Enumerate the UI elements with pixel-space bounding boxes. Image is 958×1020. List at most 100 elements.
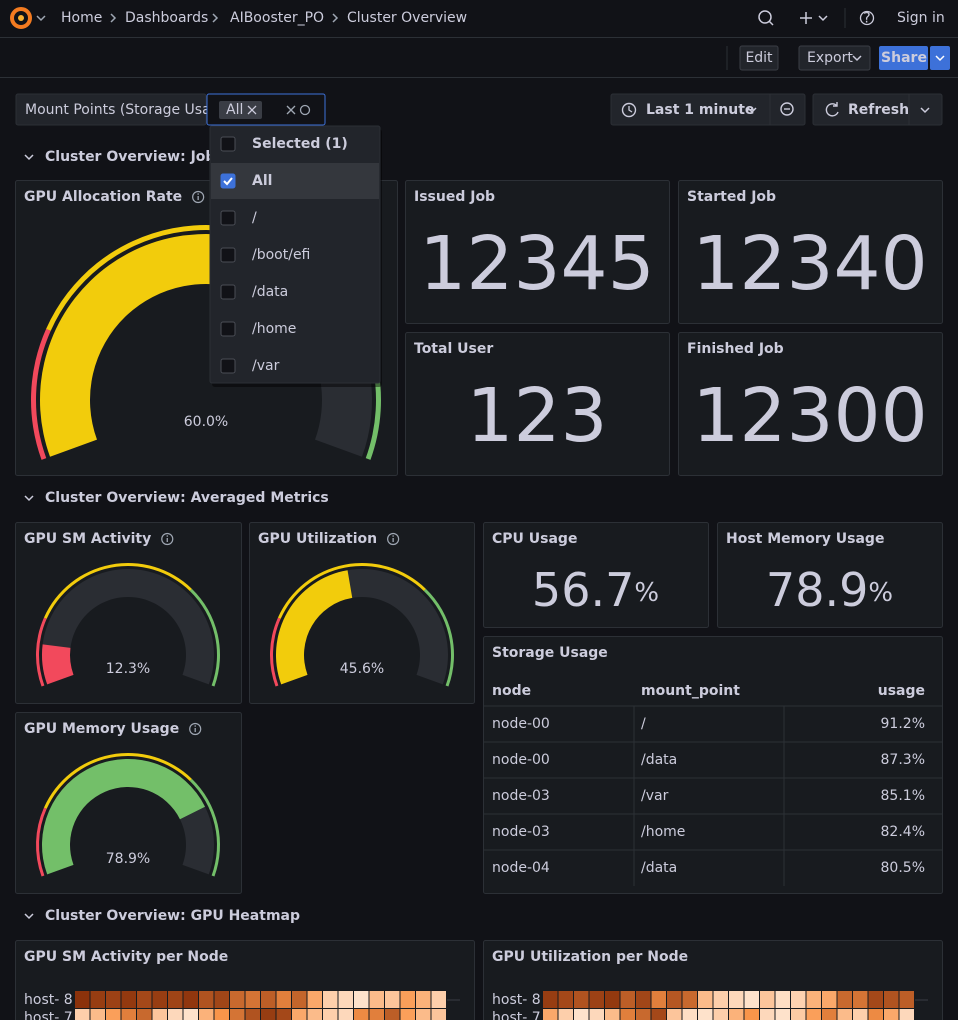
heatmap-cell xyxy=(791,991,806,1008)
option-label[interactable]: /data xyxy=(252,284,288,300)
heatmap-cell xyxy=(261,991,276,1008)
heatmap-cell xyxy=(261,1009,276,1020)
grafana-logo-core xyxy=(18,15,24,21)
option-checkbox[interactable] xyxy=(220,136,236,152)
panel-title: GPU Allocation Rate xyxy=(24,189,182,205)
info-icon-dot xyxy=(166,535,169,537)
heatmap-cell xyxy=(837,1009,852,1020)
heatmap-cell xyxy=(245,1009,260,1020)
row-title[interactable]: Cluster Overview: GPU Heatmap xyxy=(45,908,300,924)
option-checkbox[interactable] xyxy=(220,210,236,226)
option-label[interactable]: /boot/efi xyxy=(252,247,310,263)
row-title[interactable]: Cluster Overview: Job xyxy=(45,149,215,165)
heatmap-cell xyxy=(106,991,121,1008)
chevron-icon xyxy=(212,13,219,23)
option-checkbox[interactable] xyxy=(220,284,236,300)
table-cell-usage: 91.2% xyxy=(881,716,925,732)
heatmap-row-label: host- 8 xyxy=(492,992,541,1008)
column-header[interactable]: node xyxy=(492,683,531,699)
option-label[interactable]: /var xyxy=(252,358,280,374)
gauge-fill xyxy=(275,570,353,685)
breadcrumb[interactable]: Home xyxy=(61,10,102,26)
threshold-band xyxy=(35,617,47,687)
stat-number: 12340 xyxy=(692,221,927,307)
heatmap-cell xyxy=(822,1009,837,1020)
breadcrumb[interactable]: AIBooster_PO xyxy=(230,10,324,26)
table-cell: /data xyxy=(641,752,677,768)
option-checkbox[interactable] xyxy=(220,321,236,337)
option-label[interactable]: All xyxy=(252,173,272,189)
panel xyxy=(678,180,943,324)
edit-label: Edit xyxy=(745,50,773,66)
threshold-band xyxy=(189,778,221,877)
stat-unit: % xyxy=(868,578,893,608)
table-cell: node-03 xyxy=(492,824,550,840)
heatmap-cell xyxy=(574,991,589,1008)
heatmap-cell xyxy=(75,991,90,1008)
threshold-band xyxy=(43,752,192,809)
heatmap-cell xyxy=(338,991,353,1008)
table-cell-usage: 87.3% xyxy=(881,752,925,768)
panel-title: CPU Usage xyxy=(492,531,577,547)
info-icon-dot xyxy=(392,535,394,537)
clock-icon xyxy=(621,102,637,118)
threshold-band xyxy=(31,328,51,460)
option-checkbox[interactable] xyxy=(220,247,236,263)
share-button[interactable] xyxy=(879,46,928,70)
option-checkbox[interactable] xyxy=(220,358,236,374)
heatmap-row-label: host- 7 xyxy=(24,1010,73,1020)
help-icon[interactable] xyxy=(859,10,875,26)
info-icon xyxy=(161,532,174,546)
edit-button[interactable] xyxy=(739,45,779,71)
panel-title: Finished Job xyxy=(687,341,784,357)
info-icon-dot xyxy=(197,193,199,195)
panel-title: GPU SM Activity xyxy=(24,531,151,547)
heatmap-cell xyxy=(620,1009,635,1020)
heatmap-cell xyxy=(636,991,651,1008)
heatmap-cell xyxy=(369,1009,384,1020)
zoom-out-icon[interactable] xyxy=(780,102,794,116)
option-label[interactable]: Selected (1) xyxy=(252,136,348,152)
heatmap-cell xyxy=(307,991,322,1008)
share-label: Share xyxy=(881,50,927,66)
heatmap-cell xyxy=(682,991,697,1008)
refresh-button[interactable] xyxy=(812,93,943,126)
search-icon[interactable] xyxy=(758,10,772,24)
chevron-icon xyxy=(24,913,34,920)
table-cell: node-00 xyxy=(492,716,550,732)
panel-title: Started Job xyxy=(687,189,776,205)
heatmap-cell xyxy=(899,991,914,1008)
stat-number: 78.9 xyxy=(766,563,868,617)
clear-icon xyxy=(286,105,296,115)
heatmap-cell xyxy=(744,1009,759,1020)
option-label[interactable]: /home xyxy=(252,321,296,337)
table-cell: node-03 xyxy=(492,788,550,804)
panel xyxy=(717,522,943,628)
heatmap-cell xyxy=(589,991,604,1008)
time-picker[interactable] xyxy=(610,93,806,126)
panel xyxy=(678,332,943,476)
heatmap-cell xyxy=(323,991,338,1008)
option-checkbox[interactable] xyxy=(220,173,236,189)
breadcrumb[interactable]: Dashboards xyxy=(125,10,208,26)
sign-in-link[interactable]: Sign in xyxy=(897,10,945,26)
heatmap-cell xyxy=(620,991,635,1008)
option-label[interactable]: / xyxy=(252,210,257,226)
export-button[interactable] xyxy=(798,45,871,71)
option-highlight xyxy=(211,163,379,199)
share-menu-button[interactable] xyxy=(930,46,950,70)
panel-title: Total User xyxy=(414,341,493,357)
panel xyxy=(249,522,475,704)
heatmap-cell xyxy=(729,1009,744,1020)
table-cell: /data xyxy=(641,860,677,876)
row-title[interactable]: Cluster Overview: Averaged Metrics xyxy=(45,490,329,506)
heatmap-cell xyxy=(276,1009,291,1020)
heatmap-cell xyxy=(431,1009,446,1020)
column-header[interactable]: usage xyxy=(878,683,925,699)
heatmap-cell xyxy=(822,991,837,1008)
heatmap-cell xyxy=(137,1009,152,1020)
threshold-band xyxy=(277,563,426,619)
column-header[interactable]: mount_point xyxy=(641,683,740,699)
time-range-label[interactable]: Last 1 minute xyxy=(646,102,754,118)
